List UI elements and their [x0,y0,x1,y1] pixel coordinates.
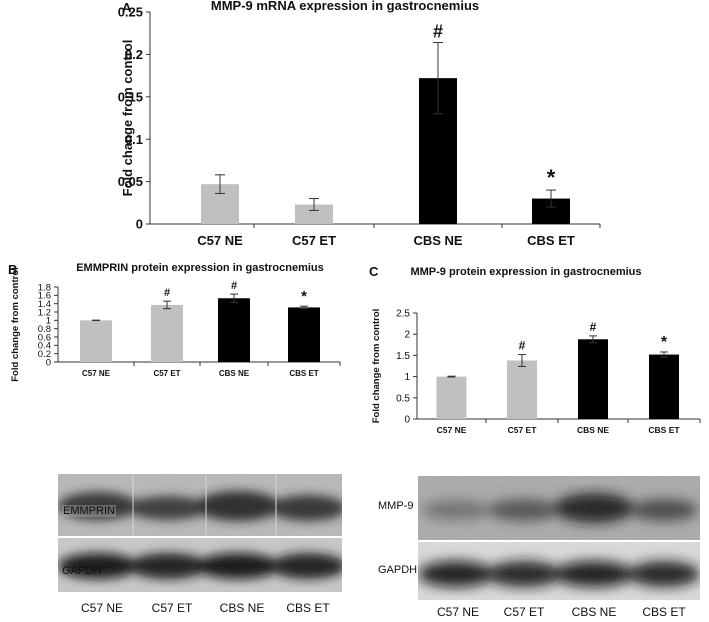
significance-marker: * [661,334,668,351]
bar [288,307,320,362]
bar [649,354,679,419]
blot-c-image [418,476,700,600]
y-tick-label: 0.5 [396,393,410,404]
y-tick-label: 0.4 [38,341,51,352]
x-tick-label: CBS ET [289,369,318,378]
western-blot-panel-b [58,474,342,592]
blot-c-lane-label: C57 NE [436,605,480,619]
western-blot-panel-c [418,476,700,600]
blot-c-lane-label: CBS ET [642,605,686,619]
x-tick-label: C57 ET [153,369,180,378]
y-tick-label: 0 [46,357,51,368]
blot-c-label-gapdh: GAPDH [378,564,418,576]
y-tick-label: 0.05 [118,174,143,189]
blot-b-label-emmprin: EMMPRIN [62,505,116,517]
y-tick-label: 0.1 [125,132,143,147]
y-tick-label: 0.6 [38,332,51,343]
bar [218,298,250,362]
x-tick-label: CBS ET [648,425,680,435]
y-tick-label: 1 [404,372,410,383]
y-axis-label: Fold change from control [10,267,21,382]
blot-c-lane-label: CBS NE [571,605,617,619]
significance-marker: # [590,320,597,334]
chart-title: MMP-9 protein expression in gastrocnemiu… [410,266,641,278]
blot-c-label-mmp9: MMP-9 [378,500,414,512]
significance-marker: # [433,22,443,42]
blot-b-lane-label: CBS NE [219,601,265,615]
bar [578,339,608,419]
panel-letter: B [8,262,17,277]
y-tick-label: 0.2 [38,349,51,360]
significance-marker: # [519,339,526,353]
panel-letter: A [122,0,132,15]
significance-marker: * [547,165,556,190]
x-tick-label: C57 NE [82,369,111,378]
x-tick-label: C57 ET [292,233,336,248]
y-tick-label: 1.5 [396,351,410,362]
y-tick-label: 1.2 [38,307,51,318]
blot-b-lane-label: C57 ET [151,601,193,615]
chart-title: MMP-9 mRNA expression in gastrocnemius [211,0,479,13]
bar [295,204,333,224]
y-axis-label: Fold change from control [371,309,382,424]
significance-marker: # [164,287,170,299]
y-tick-label: 1.6 [38,291,51,302]
y-tick-label: 0 [136,217,143,232]
x-tick-label: C57 NE [197,233,243,248]
panel-letter: C [369,264,379,279]
x-tick-label: CBS NE [413,233,462,248]
bar [507,360,537,419]
y-tick-label: 1.4 [38,299,51,310]
x-tick-label: CBS NE [219,369,250,378]
y-tick-label: 0.2 [125,47,143,62]
blot-b-lane-label: CBS ET [286,601,330,615]
y-tick-label: 0.15 [118,89,143,104]
x-tick-label: C57 ET [508,425,538,435]
chart-panel-a: A MMP-9 mRNA expression in gastrocnemius F… [118,0,601,248]
bar [436,376,467,419]
chart-panel-c: C MMP-9 protein expression in gastrocnemi… [369,264,701,435]
significance-marker: * [301,288,307,305]
significance-marker: # [231,280,237,292]
y-tick-label: 0.25 [118,5,143,20]
y-tick-label: 0.8 [38,324,51,335]
y-tick-label: 1.8 [38,282,51,293]
blot-c-lane-label: C57 ET [503,605,545,619]
bar [151,304,183,362]
y-tick-label: 1 [46,316,51,327]
blot-b-image [58,474,342,592]
chart-title: EMMPRIN protein expression in gastrocnem… [76,262,324,274]
blot-b-lane-label: C57 NE [80,601,124,615]
y-tick-label: 0 [404,415,410,426]
chart-panel-b: B EMMPRIN protein expression in gastrocne… [8,262,341,382]
x-tick-label: C57 NE [437,425,467,435]
y-axis-label: Fold change from control [120,40,135,197]
blot-b-label-gapdh: GAPDH [62,565,102,577]
x-tick-label: CBS ET [527,233,575,248]
y-tick-label: 2 [404,330,410,341]
y-tick-label: 2.5 [396,309,410,320]
bar [80,320,112,362]
x-tick-label: CBS NE [577,425,609,435]
